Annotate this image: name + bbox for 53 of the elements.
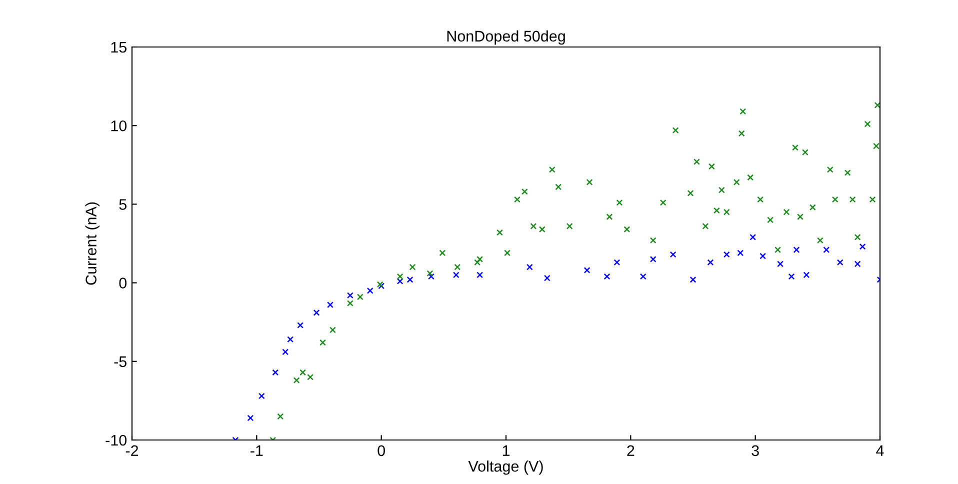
point bbox=[297, 322, 304, 328]
point bbox=[640, 273, 646, 280]
point bbox=[282, 348, 289, 356]
point bbox=[584, 267, 590, 274]
point bbox=[396, 278, 404, 284]
point bbox=[803, 272, 810, 278]
point bbox=[690, 276, 696, 283]
y-tick-label: -10 bbox=[106, 434, 127, 446]
point bbox=[788, 273, 795, 280]
point bbox=[604, 273, 610, 280]
y-tick-label: 10 bbox=[111, 120, 127, 132]
x-tick-label: 0 bbox=[378, 445, 385, 456]
point bbox=[760, 252, 766, 260]
x-tick-label: 3 bbox=[752, 445, 759, 456]
point bbox=[670, 251, 676, 258]
point bbox=[723, 251, 730, 258]
point bbox=[737, 250, 744, 256]
point bbox=[707, 259, 714, 266]
point bbox=[258, 392, 265, 400]
x-tick-label: -1 bbox=[250, 445, 263, 456]
x-axis-title: Voltage (V) bbox=[468, 460, 543, 475]
x-tick-label: 4 bbox=[876, 445, 884, 456]
y-axis-title: Current (nA) bbox=[85, 202, 100, 285]
point bbox=[428, 273, 434, 280]
y-tick-label: 0 bbox=[119, 278, 127, 288]
point bbox=[313, 309, 320, 316]
chart-title: NonDoped 50deg bbox=[447, 30, 565, 45]
point bbox=[614, 259, 620, 266]
point bbox=[406, 276, 414, 283]
point bbox=[272, 369, 279, 376]
x-tick-label: 1 bbox=[502, 445, 510, 456]
point bbox=[777, 260, 784, 268]
point bbox=[526, 264, 533, 270]
point bbox=[287, 336, 294, 343]
point bbox=[650, 256, 656, 262]
x-tick-label: -2 bbox=[126, 445, 138, 456]
point bbox=[366, 287, 374, 294]
y-tick-label: 15 bbox=[111, 42, 126, 53]
x-tick-label: 2 bbox=[627, 445, 634, 456]
y-tick-label: -5 bbox=[114, 356, 126, 368]
point bbox=[346, 292, 354, 299]
point bbox=[823, 246, 830, 254]
point bbox=[544, 274, 550, 282]
point bbox=[859, 243, 866, 250]
point bbox=[793, 246, 800, 254]
point bbox=[452, 272, 460, 278]
y-tick-label: 5 bbox=[119, 199, 126, 210]
point bbox=[836, 259, 844, 266]
point bbox=[326, 302, 334, 308]
point bbox=[247, 414, 254, 422]
point bbox=[750, 234, 756, 240]
point bbox=[854, 260, 861, 268]
point bbox=[476, 272, 484, 278]
